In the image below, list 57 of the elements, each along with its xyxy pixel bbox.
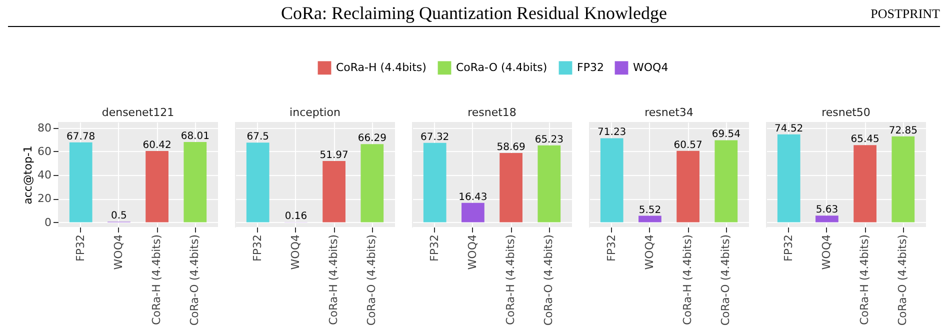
y-tick-label: 60 <box>38 144 52 158</box>
x-tick-label: WOQ4 <box>820 234 833 270</box>
x-tick-label: FP32 <box>604 234 618 262</box>
data-label: 60.42 <box>142 140 172 151</box>
data-label: 66.29 <box>358 133 386 144</box>
x-tick-label: FP32 <box>782 234 795 262</box>
data-label: 5.63 <box>816 204 838 216</box>
x-tick-label: CoRa-O (4.4bits) <box>719 234 732 326</box>
y-tick-label: 80 <box>38 121 52 134</box>
chart-title: resnet34 <box>644 106 694 119</box>
data-label: 0.5 <box>111 210 127 222</box>
data-label: 71.23 <box>598 127 626 138</box>
data-label: 69.54 <box>712 129 740 140</box>
x-tick-label: CoRa-H (4.4bits) <box>858 234 872 325</box>
data-label: 65.23 <box>534 134 564 146</box>
text: POSTPRINT <box>870 6 940 22</box>
x-tick-label: CoRa-O (4.4bits) <box>365 234 378 326</box>
x-tick-label: FP32 <box>428 234 441 262</box>
data-label: 74.52 <box>774 123 804 134</box>
text: CoRa: Reclaiming Quantization Residual Knowledge <box>281 3 667 23</box>
data-label: 16.43 <box>458 192 488 203</box>
x-tick-label: FP32 <box>74 234 87 262</box>
y-axis-title: acc@top-1 <box>22 146 35 204</box>
data-label: 67.5 <box>246 132 269 143</box>
data-label: 0.16 <box>284 211 308 222</box>
data-label: 68.01 <box>180 131 210 142</box>
y-tick-label: 40 <box>38 168 52 182</box>
data-label: 72.85 <box>888 125 918 136</box>
x-tick-label: CoRa-H (4.4bits) <box>504 234 518 325</box>
x-tick-label: WOQ4 <box>466 234 479 270</box>
chart-title: densenet121 <box>102 106 174 119</box>
x-tick-label: CoRa-O (4.4bits) <box>188 234 202 326</box>
data-label: 51.97 <box>320 150 348 161</box>
legend-label: WOQ4 <box>633 60 668 74</box>
data-label: 5.52 <box>638 204 662 216</box>
x-tick-label: WOQ4 <box>288 234 302 270</box>
x-tick-label: CoRa-H (4.4bits) <box>327 234 340 325</box>
data-label: 58.69 <box>496 142 526 154</box>
x-tick-label: WOQ4 <box>642 234 656 270</box>
x-tick-label: CoRa-H (4.4bits) <box>681 234 694 325</box>
chart-title: inception <box>290 106 340 119</box>
legend-label: CoRa-H (4.4bits) <box>336 60 426 74</box>
x-tick-label: CoRa-O (4.4bits) <box>542 234 556 326</box>
data-label: 60.57 <box>674 140 702 151</box>
y-tick-label: 20 <box>38 192 52 206</box>
data-label: 67.32 <box>420 132 450 143</box>
x-tick-label: FP32 <box>250 234 264 262</box>
legend-label: CoRa-O (4.4bits) <box>456 60 548 74</box>
data-label: 67.78 <box>66 131 96 142</box>
x-tick-label: WOQ4 <box>112 234 125 270</box>
chart-title: resnet18 <box>468 106 516 119</box>
x-tick-label: CoRa-H (4.4bits) <box>150 234 164 325</box>
x-tick-label: CoRa-O (4.4bits) <box>896 234 910 326</box>
legend-label: FP32 <box>577 60 604 74</box>
y-tick-label: 0 <box>44 216 52 229</box>
chart-title: resnet50 <box>822 106 870 119</box>
data-label: 65.45 <box>850 134 880 146</box>
